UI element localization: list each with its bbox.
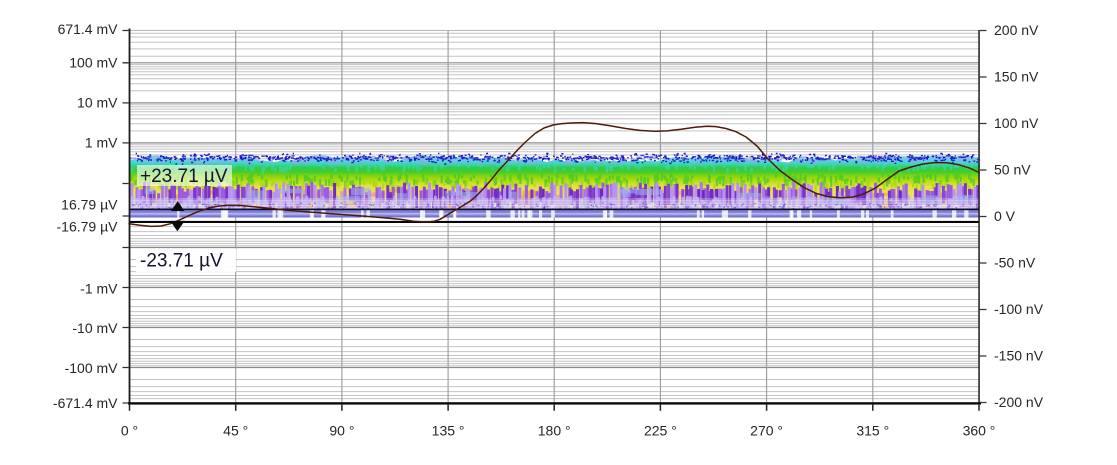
svg-text:360 °: 360 ° [963, 423, 996, 439]
svg-text:10 mV: 10 mV [77, 94, 118, 110]
svg-text:0 °: 0 ° [121, 423, 138, 439]
svg-text:135 °: 135 ° [432, 423, 465, 439]
svg-text:-50 nV: -50 nV [994, 255, 1036, 271]
svg-text:-150 nV: -150 nV [994, 348, 1044, 364]
svg-text:100 nV: 100 nV [994, 115, 1039, 131]
svg-text:0 V: 0 V [994, 208, 1016, 224]
svg-text:200 nV: 200 nV [994, 22, 1039, 38]
svg-text:180 °: 180 ° [538, 423, 571, 439]
svg-text:150 nV: 150 nV [994, 69, 1039, 85]
svg-text:-200 nV: -200 nV [994, 394, 1044, 410]
svg-text:-23.71 µV: -23.71 µV [140, 251, 223, 272]
svg-text:-16.79 µV: -16.79 µV [57, 219, 119, 235]
svg-text:-671.4 mV: -671.4 mV [53, 395, 118, 411]
svg-text:315 °: 315 ° [856, 423, 889, 439]
svg-text:50 nV: 50 nV [994, 162, 1031, 178]
svg-text:-100 mV: -100 mV [65, 360, 119, 376]
svg-text:225 °: 225 ° [644, 423, 677, 439]
svg-text:100 mV: 100 mV [69, 54, 118, 70]
svg-text:90 °: 90 ° [329, 423, 354, 439]
svg-text:270 °: 270 ° [750, 423, 783, 439]
svg-text:-10 mV: -10 mV [72, 320, 118, 336]
svg-text:16.79 µV: 16.79 µV [61, 196, 118, 212]
svg-text:671.4 mV: 671.4 mV [58, 21, 119, 37]
svg-text:1 mV: 1 mV [85, 134, 118, 150]
svg-text:-1 mV: -1 mV [80, 280, 118, 296]
svg-text:+23.71 µV: +23.71 µV [140, 166, 228, 187]
svg-text:-100 nV: -100 nV [994, 301, 1044, 317]
svg-text:45 °: 45 ° [223, 423, 248, 439]
